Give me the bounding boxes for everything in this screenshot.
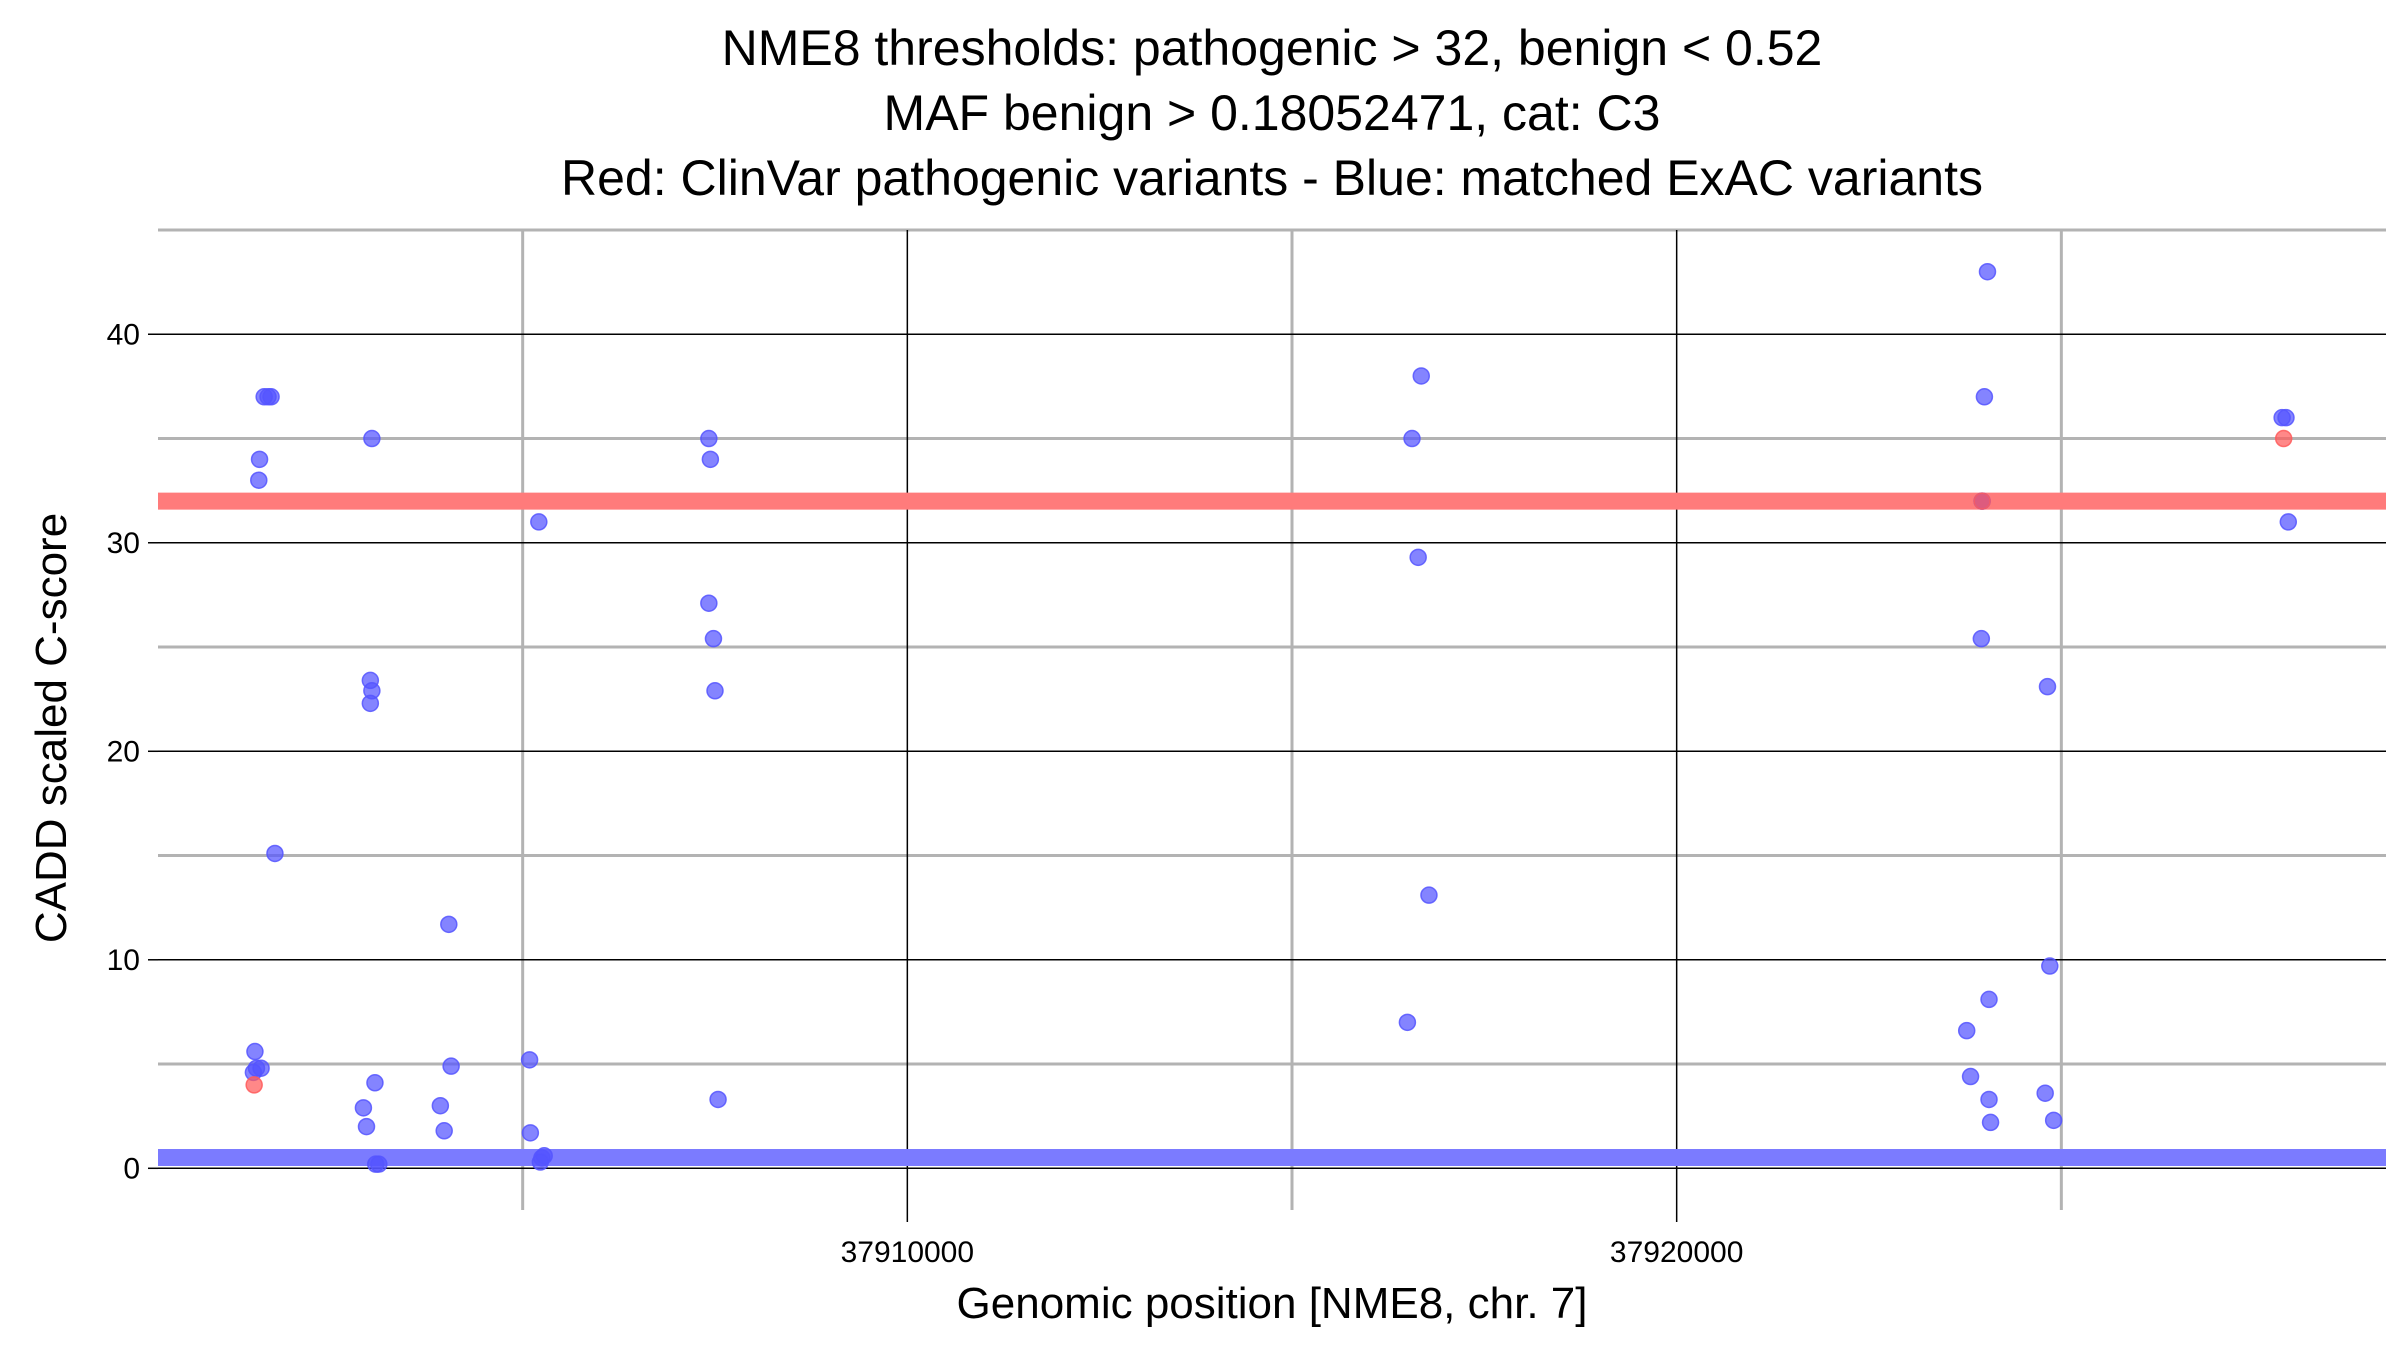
y-axis-ticks: 0 10 20 30 40: [107, 318, 158, 1185]
x-axis-ticks: 37910000 37920000: [841, 1210, 1743, 1269]
point-exac: [1972, 629, 1991, 648]
point-exac: [700, 429, 718, 448]
point-exac: [2041, 957, 2059, 975]
data-points: [244, 262, 2298, 1173]
point-exac: [1980, 990, 1998, 1009]
point-exac: [435, 1122, 453, 1140]
chart-title-line-3: Red: ClinVar pathogenic variants - Blue:…: [561, 150, 1983, 206]
point-pathogenic: [245, 1076, 263, 1094]
point-exac: [2038, 677, 2057, 696]
point-exac: [704, 629, 723, 648]
minor-gridlines: [158, 228, 2386, 1210]
x-tick-label: 37910000: [841, 1236, 974, 1269]
point-exac: [521, 1124, 540, 1142]
point-exac: [246, 1042, 264, 1061]
point-exac: [1420, 886, 1438, 904]
point-exac: [2279, 513, 2298, 531]
y-tick-label: 40: [107, 318, 140, 351]
point-exac: [361, 694, 380, 713]
chart-title-line-1: NME8 thresholds: pathogenic > 32, benign…: [722, 20, 1823, 76]
y-tick-label: 30: [107, 527, 140, 560]
y-tick-label: 20: [107, 735, 140, 768]
y-tick-label: 10: [107, 944, 140, 977]
chart-title: NME8 thresholds: pathogenic > 32, benign…: [561, 20, 1983, 206]
point-pathogenic: [2274, 429, 2293, 448]
point-exac: [706, 682, 724, 700]
point-exac: [2036, 1084, 2054, 1102]
point-exac: [250, 471, 268, 489]
point-exac: [1975, 388, 1994, 406]
point-exac: [1978, 262, 1997, 281]
y-axis-title: CADD scaled C-score: [27, 513, 76, 943]
point-exac: [701, 450, 720, 469]
point-exac: [700, 594, 718, 612]
point-exac: [442, 1057, 460, 1075]
point-exac: [363, 429, 381, 448]
point-exac: [520, 1051, 539, 1069]
point-exac: [370, 1155, 388, 1173]
point-exac: [1981, 1113, 2000, 1132]
point-exac: [1980, 1090, 1998, 1109]
chart-title-line-2: MAF benign > 0.18052471, cat: C3: [884, 85, 1661, 141]
y-tick-label: 0: [123, 1152, 140, 1185]
point-exac: [530, 513, 548, 531]
point-exac: [440, 915, 458, 934]
point-exac: [1961, 1067, 1980, 1086]
point-exac: [709, 1090, 727, 1109]
point-exac: [1398, 1013, 1417, 1032]
major-gridlines: [158, 230, 2386, 1210]
point-exac: [266, 844, 284, 863]
point-exac: [431, 1096, 450, 1115]
point-exac: [2277, 408, 2295, 427]
point-exac: [354, 1099, 373, 1117]
point-exac: [1412, 367, 1431, 385]
point-pathogenic: [1973, 492, 1991, 510]
point-exac: [366, 1074, 384, 1092]
threshold-bands: [158, 492, 2386, 1166]
point-exac: [1957, 1021, 1976, 1040]
x-axis-title: Genomic position [NME8, chr. 7]: [957, 1279, 1588, 1328]
point-exac: [1409, 548, 1427, 567]
point-exac: [262, 388, 280, 406]
point-exac: [250, 450, 269, 469]
point-exac: [2044, 1111, 2063, 1130]
x-tick-label: 37920000: [1610, 1236, 1743, 1269]
point-exac: [531, 1153, 550, 1171]
point-exac: [357, 1117, 376, 1136]
point-exac: [1403, 429, 1421, 448]
